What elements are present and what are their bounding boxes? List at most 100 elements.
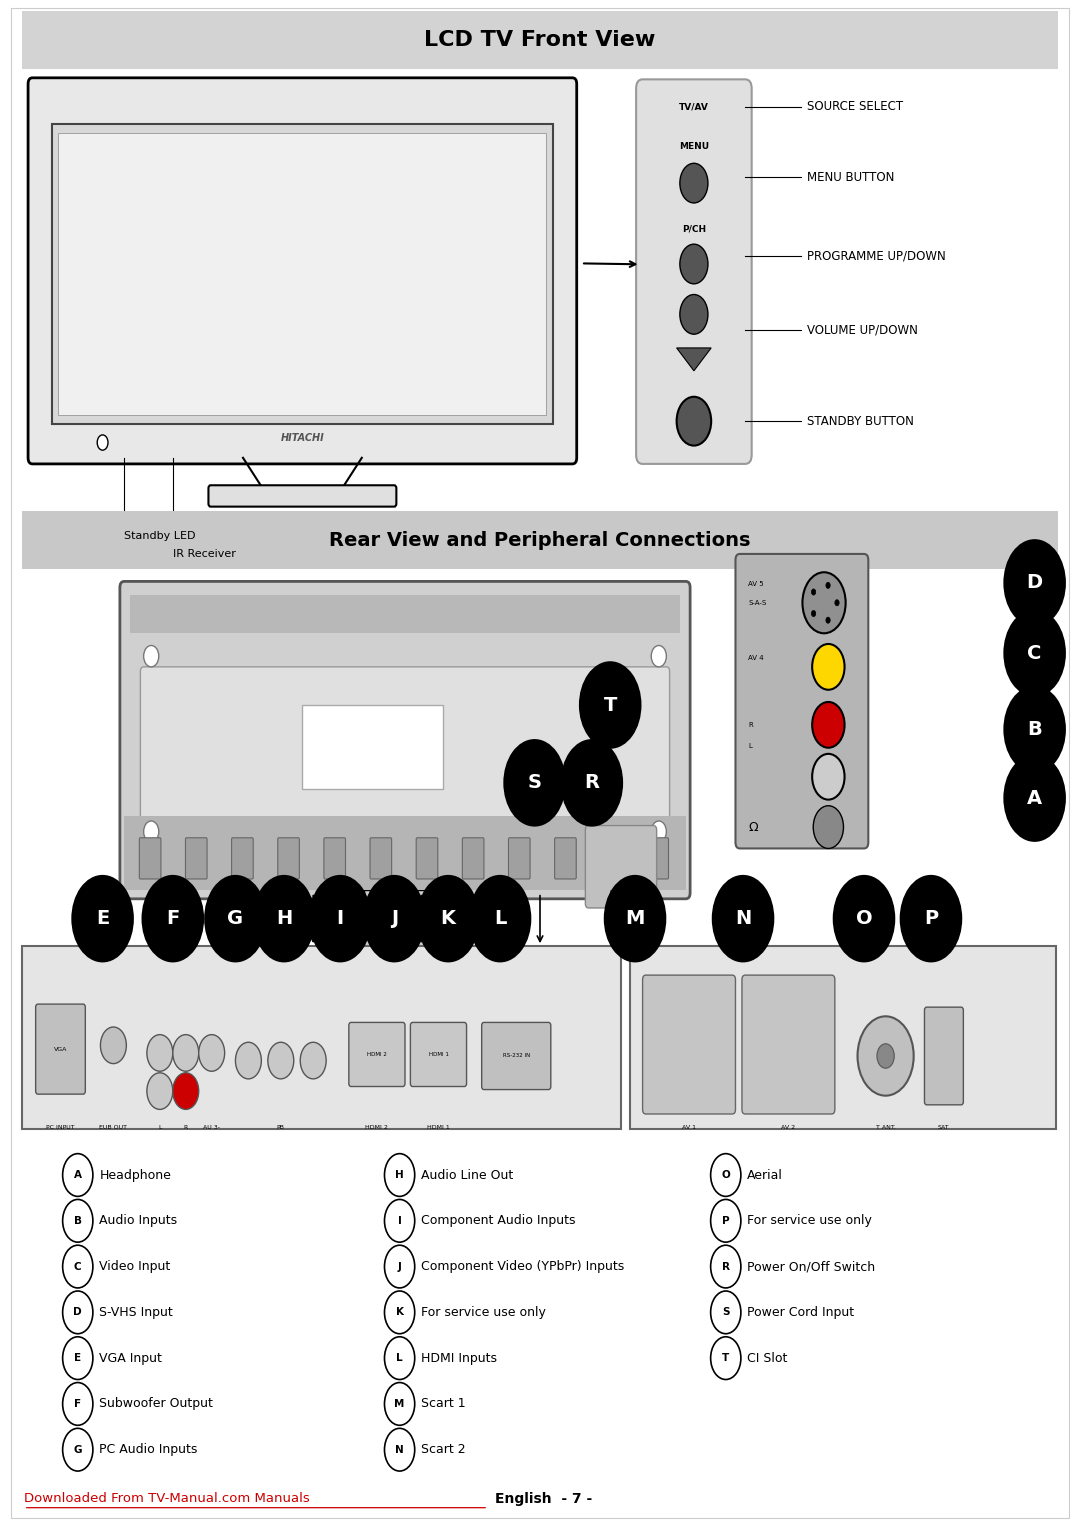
Circle shape	[63, 1428, 93, 1471]
Text: PB: PB	[276, 1125, 285, 1129]
Text: Component Video (YPbPr) Inputs: Component Video (YPbPr) Inputs	[421, 1260, 624, 1273]
Circle shape	[310, 876, 370, 961]
Text: PC INPUT: PC INPUT	[46, 1125, 75, 1129]
FancyBboxPatch shape	[302, 705, 443, 789]
Text: CI Slot: CI Slot	[747, 1352, 787, 1364]
Circle shape	[384, 1154, 415, 1196]
Text: N: N	[395, 1445, 404, 1454]
Text: P: P	[923, 909, 939, 928]
Text: T ANT.: T ANT.	[876, 1125, 895, 1129]
Text: D: D	[1027, 574, 1042, 592]
Text: Ω: Ω	[748, 821, 758, 833]
Text: Subwoofer Output: Subwoofer Output	[99, 1398, 213, 1410]
Circle shape	[143, 876, 203, 961]
Text: K: K	[395, 1308, 404, 1317]
Text: RS-232 IN: RS-232 IN	[502, 1053, 530, 1059]
Text: SOURCE SELECT: SOURCE SELECT	[807, 101, 903, 113]
Text: VGA: VGA	[54, 1047, 67, 1053]
Circle shape	[901, 876, 961, 961]
FancyBboxPatch shape	[735, 554, 868, 848]
FancyBboxPatch shape	[349, 1022, 405, 1087]
Circle shape	[72, 876, 133, 961]
Text: H: H	[275, 909, 293, 928]
FancyBboxPatch shape	[462, 838, 484, 879]
FancyBboxPatch shape	[124, 816, 686, 890]
Circle shape	[147, 1035, 173, 1071]
Circle shape	[300, 1042, 326, 1079]
Circle shape	[812, 754, 845, 800]
Circle shape	[384, 1337, 415, 1380]
Text: J: J	[391, 909, 397, 928]
Text: EUB OUT: EUB OUT	[99, 1125, 127, 1129]
Circle shape	[1004, 610, 1065, 696]
Text: Power Cord Input: Power Cord Input	[747, 1306, 854, 1318]
Circle shape	[676, 397, 711, 446]
Circle shape	[711, 1337, 741, 1380]
Circle shape	[63, 1337, 93, 1380]
FancyBboxPatch shape	[58, 133, 546, 415]
Circle shape	[877, 1044, 894, 1068]
Text: MENU: MENU	[679, 142, 708, 151]
Text: J: J	[397, 1262, 402, 1271]
Text: A: A	[73, 1170, 82, 1180]
Circle shape	[580, 662, 640, 748]
FancyBboxPatch shape	[28, 78, 577, 464]
Text: Scart 1: Scart 1	[421, 1398, 465, 1410]
FancyBboxPatch shape	[555, 838, 577, 879]
Text: C: C	[73, 1262, 82, 1271]
Circle shape	[711, 1154, 741, 1196]
Circle shape	[711, 1291, 741, 1334]
Circle shape	[1004, 755, 1065, 841]
Text: Video Input: Video Input	[99, 1260, 171, 1273]
Text: Aerial: Aerial	[747, 1169, 783, 1181]
FancyBboxPatch shape	[636, 79, 752, 464]
Text: TV/AV: TV/AV	[679, 102, 708, 111]
Circle shape	[858, 1016, 914, 1096]
FancyBboxPatch shape	[22, 946, 621, 1129]
Text: R: R	[748, 722, 753, 728]
Text: D: D	[73, 1308, 82, 1317]
Text: AU 3-: AU 3-	[203, 1125, 220, 1129]
Circle shape	[504, 740, 565, 826]
Text: English  - 7 -: English - 7 -	[495, 1491, 592, 1506]
Text: PC Audio Inputs: PC Audio Inputs	[99, 1444, 198, 1456]
FancyBboxPatch shape	[120, 581, 690, 899]
FancyBboxPatch shape	[600, 838, 622, 879]
Text: LCD TV Front View: LCD TV Front View	[424, 29, 656, 50]
FancyBboxPatch shape	[742, 975, 835, 1114]
Circle shape	[144, 821, 159, 842]
Text: P/CH: P/CH	[681, 224, 706, 233]
Circle shape	[418, 876, 478, 961]
Circle shape	[364, 876, 424, 961]
Circle shape	[384, 1428, 415, 1471]
Text: S: S	[528, 774, 541, 792]
Text: M: M	[625, 909, 645, 928]
Text: H: H	[395, 1170, 404, 1180]
Circle shape	[651, 821, 666, 842]
Text: N: N	[734, 909, 752, 928]
Text: HITACHI: HITACHI	[281, 432, 324, 443]
Circle shape	[651, 645, 666, 667]
FancyBboxPatch shape	[324, 838, 346, 879]
Circle shape	[680, 295, 708, 334]
Circle shape	[100, 1027, 126, 1064]
Text: AV 1: AV 1	[683, 1125, 696, 1129]
Text: A: A	[1027, 789, 1042, 807]
Text: R: R	[721, 1262, 730, 1271]
Text: S-VHS Input: S-VHS Input	[99, 1306, 173, 1318]
Text: G: G	[73, 1445, 82, 1454]
Text: Power On/Off Switch: Power On/Off Switch	[747, 1260, 876, 1273]
Text: HDMI 2: HDMI 2	[365, 1125, 389, 1129]
Text: B: B	[73, 1216, 82, 1225]
Text: VGA Input: VGA Input	[99, 1352, 162, 1364]
Text: MENU BUTTON: MENU BUTTON	[807, 171, 894, 183]
Circle shape	[711, 1199, 741, 1242]
Text: F: F	[166, 909, 179, 928]
Circle shape	[173, 1035, 199, 1071]
Text: L: L	[396, 1354, 403, 1363]
Text: HDMI 2: HDMI 2	[367, 1051, 387, 1058]
Circle shape	[173, 1073, 199, 1109]
Circle shape	[826, 617, 831, 623]
Circle shape	[834, 876, 894, 961]
Text: K: K	[441, 909, 456, 928]
